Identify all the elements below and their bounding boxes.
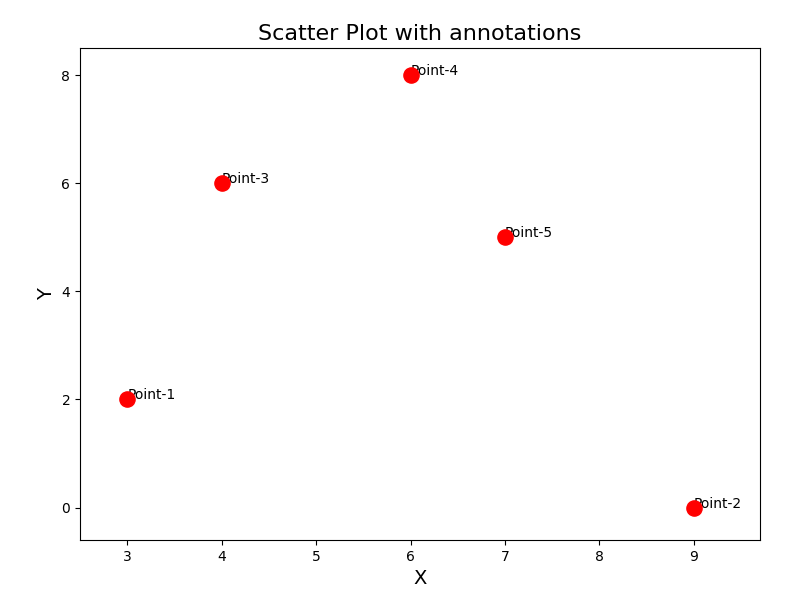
Point (215, 178, 228, 188)
Title: Scatter Plot with annotations: Scatter Plot with annotations (258, 23, 582, 44)
Y-axis label: Y: Y (37, 288, 56, 300)
Text: Point-3: Point-3 (222, 172, 270, 186)
Point (404, 70, 417, 80)
X-axis label: X: X (414, 569, 426, 588)
Point (687, 503, 700, 512)
Text: Point-5: Point-5 (505, 226, 553, 240)
Point (498, 232, 511, 242)
Text: Point-4: Point-4 (410, 64, 458, 78)
Text: Point-2: Point-2 (694, 497, 742, 511)
Text: Point-1: Point-1 (127, 388, 175, 403)
Point (121, 395, 134, 404)
